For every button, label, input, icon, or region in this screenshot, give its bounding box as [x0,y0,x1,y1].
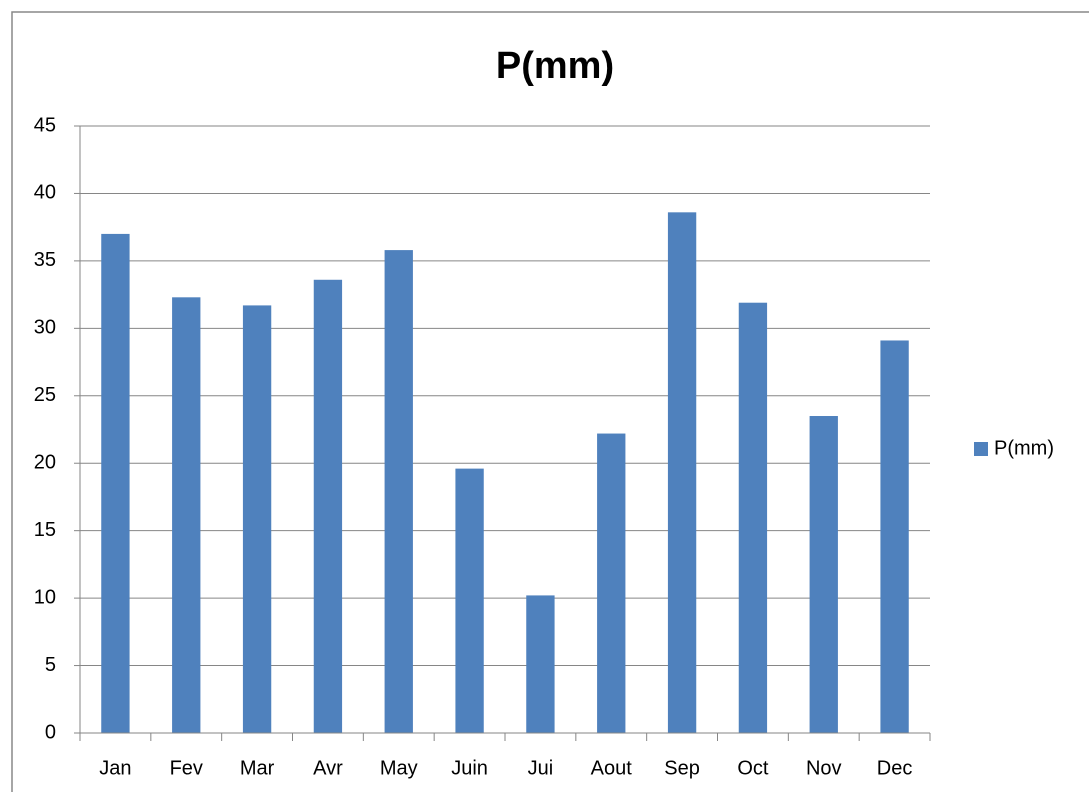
x-tick-label: Avr [313,757,343,779]
bar [738,302,768,733]
bar [455,468,484,733]
y-tick-label: 45 [34,114,56,136]
bar [526,595,555,733]
bar [242,305,272,733]
bar [313,279,343,733]
x-tick-label: Sep [664,757,700,779]
y-tick-label: 35 [34,249,56,271]
chart-title: P(mm) [496,45,614,87]
y-tick-label: 10 [34,586,56,608]
y-tick-label: 30 [34,317,56,339]
bar [384,250,413,733]
legend-swatch [974,442,988,456]
x-tick-label: Juin [451,757,488,779]
bar [880,340,909,733]
bar [809,416,838,733]
bar [597,433,626,733]
bar [101,233,130,733]
x-tick-label: Oct [737,757,769,779]
y-tick-label: 25 [34,384,56,406]
y-tick-label: 5 [45,654,56,676]
x-tick-label: Aout [591,757,633,779]
legend-label: P(mm) [994,437,1054,459]
x-tick-label: Dec [877,757,913,779]
y-tick-label: 0 [45,721,56,743]
x-tick-label: Mar [240,757,275,779]
x-tick-label: Fev [170,757,203,779]
x-tick-label: Jui [528,757,554,779]
x-tick-label: Nov [806,757,842,779]
y-tick-label: 40 [34,182,56,204]
x-tick-label: Jan [99,757,131,779]
y-tick-label: 15 [34,519,56,541]
x-tick-label: May [380,757,418,779]
y-tick-label: 20 [34,452,56,474]
bar [667,212,697,734]
bar [172,297,201,733]
